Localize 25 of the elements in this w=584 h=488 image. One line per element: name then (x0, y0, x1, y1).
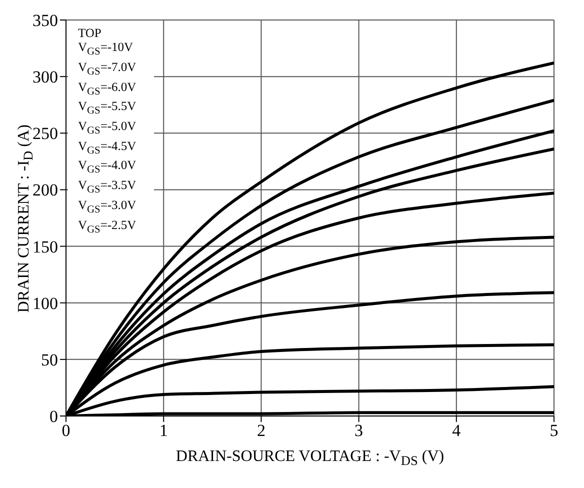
annotation: V$_{GS}$=-3.5V (78, 178, 136, 198)
y-tick-label: 0 (50, 407, 58, 426)
x-tick-label: 2 (256, 421, 266, 440)
x-tick-label: 3 (354, 421, 364, 440)
annotation: V$_{GS}$=-4.0V (78, 158, 136, 178)
x-axis-title: DRAIN-SOURCE VOLTAGE : -V$_{DS}$ (V) (174, 448, 446, 470)
annotation: V$_{GS}$=-5.0V (78, 119, 136, 139)
annotation: TOP (78, 26, 102, 40)
y-tick-label: 50 (41, 350, 58, 370)
annotation: V$_{GS}$=-3.0V (78, 198, 136, 218)
y-tick-label: 250 (32, 124, 58, 144)
y-tick-label: 300 (32, 68, 58, 87)
x-tick-label: 1 (159, 421, 168, 440)
annotation: V$_{GS}$=-4.5V (78, 138, 136, 158)
x-tick-label: 5 (550, 421, 558, 440)
x-tick-label: 4 (452, 421, 462, 440)
annotation: V$_{GS}$=-5.5V (78, 99, 136, 119)
y-tick-label: 100 (32, 294, 58, 313)
annotation: V$_{GS}$=-6.0V (78, 80, 136, 100)
annotation: V$_{GS}$=-7.0V (78, 60, 136, 80)
x-tick-label: 0 (62, 421, 70, 440)
y-tick-label: 350 (32, 11, 58, 30)
annotation: V$_{GS}$=-2.5V (78, 218, 136, 238)
y-tick-label: 150 (32, 237, 58, 256)
annotation: V$_{GS}$=-10V (78, 40, 134, 60)
